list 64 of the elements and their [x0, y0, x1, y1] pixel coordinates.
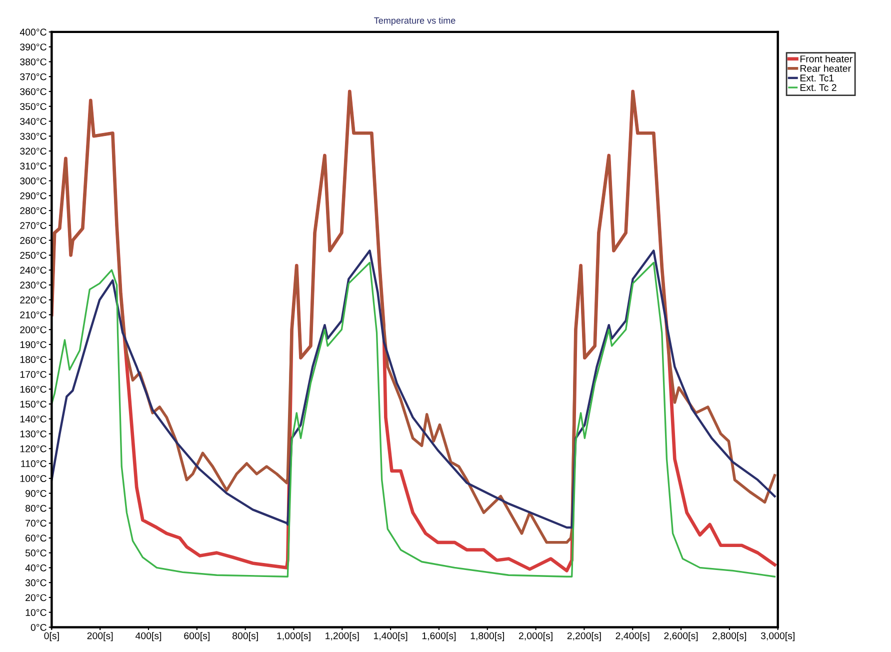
- y-tick-label: 90°C: [26, 490, 46, 497]
- y-tick-label: 70°C: [26, 520, 46, 527]
- x-tick-label: 600[s]: [184, 632, 210, 642]
- y-tick-label: 30°C: [25, 579, 46, 586]
- x-tick-label: 2,200[s]: [567, 632, 601, 642]
- x-tick-label: 800[s]: [232, 632, 258, 642]
- legend-label: Front heater: [800, 55, 852, 62]
- y-tick-label: 360°C: [20, 88, 46, 96]
- y-tick-label: 400°C: [20, 28, 46, 36]
- y-tick-label: 340°C: [20, 118, 46, 125]
- y-tick-label: 230°C: [20, 282, 46, 289]
- x-tick-label: 0[s]: [44, 632, 59, 642]
- y-tick-label: 320°C: [20, 148, 46, 155]
- y-tick-label: 20°C: [26, 594, 46, 602]
- y-tick-label: 40°C: [25, 564, 46, 572]
- y-tick-label: 280°C: [20, 207, 46, 214]
- x-tick-label: 3,000[s]: [760, 632, 794, 642]
- y-tick-label: 390°C: [20, 44, 46, 50]
- y-tick-label: 250°C: [20, 252, 46, 259]
- legend-label: Ext. Tc 2: [800, 84, 836, 91]
- y-tick-label: 120°C: [20, 445, 46, 452]
- chart-title: Temperature vs time: [374, 17, 456, 26]
- x-tick-label: 1,800[s]: [470, 632, 504, 642]
- x-tick-label: 2,600[s]: [664, 632, 698, 642]
- y-tick-label: 180°C: [20, 356, 46, 363]
- x-tick-label: 2,800[s]: [712, 632, 746, 642]
- y-tick-label: 150°C: [20, 400, 46, 408]
- legend-label: Rear heater: [800, 64, 851, 72]
- x-tick-label: 1,200[s]: [326, 632, 359, 642]
- legend-label: Ext. Tc1: [800, 74, 834, 82]
- y-tick-label: 190°C: [20, 341, 46, 348]
- line-series: [52, 262, 776, 578]
- y-tick-label: 60°C: [26, 534, 46, 542]
- y-tick-label: 370°C: [20, 73, 46, 80]
- y-tick-label: 240°C: [20, 266, 46, 274]
- y-tick-label: 0°C: [30, 624, 46, 631]
- x-tick-label: 2,400[s]: [616, 632, 650, 642]
- y-tick-label: 300°C: [20, 178, 46, 184]
- y-tick-label: 260°C: [20, 237, 46, 244]
- y-tick-label: 310°C: [20, 162, 46, 170]
- y-tick-label: 160°C: [20, 386, 46, 393]
- y-tick-label: 50°C: [25, 550, 46, 556]
- x-tick-label: 400[s]: [135, 632, 162, 642]
- y-tick-label: 290°C: [20, 192, 46, 200]
- y-tick-label: 270°C: [20, 222, 46, 230]
- y-tick-label: 330°C: [20, 132, 46, 140]
- y-tick-label: 170°C: [20, 370, 46, 378]
- y-tick-label: 100°C: [20, 475, 46, 482]
- x-tick-label: 1,400[s]: [374, 632, 408, 642]
- y-tick-label: 10°C: [26, 609, 46, 616]
- y-tick-label: 80°C: [26, 504, 46, 512]
- y-tick-label: 210°C: [20, 311, 46, 318]
- y-tick-label: 380°C: [20, 58, 46, 66]
- y-tick-label: 350°C: [20, 103, 46, 110]
- y-tick-label: 110°C: [21, 460, 46, 468]
- x-tick-label: 200[s]: [87, 632, 113, 642]
- y-tick-label: 140°C: [20, 416, 46, 422]
- y-tick-label: 200°C: [20, 326, 46, 334]
- x-tick-label: 2,000[s]: [518, 632, 552, 642]
- y-tick-label: 220°C: [20, 296, 46, 304]
- y-tick-label: 130°C: [20, 430, 46, 438]
- line-series: [52, 250, 776, 529]
- x-tick-label: 1,000[s]: [277, 632, 310, 642]
- x-tick-label: 1,600[s]: [422, 632, 456, 642]
